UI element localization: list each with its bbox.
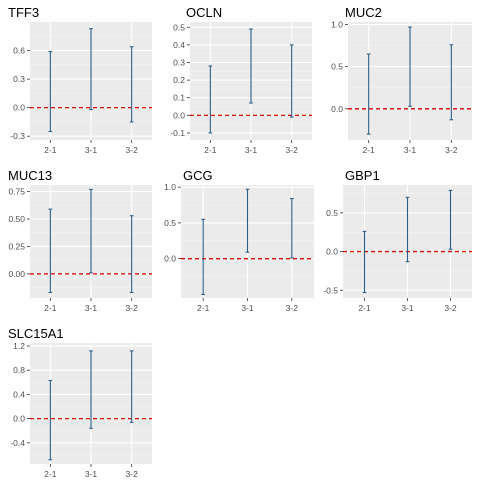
y-tick-label: 0.4 [13, 389, 25, 399]
x-tick-label: 3-1 [245, 145, 258, 155]
facet-panel: 0.00 0.25 0.50 0.75 2-1 3-1 3-2 MUC13 [8, 168, 152, 313]
y-tick-label: 0.5 [331, 62, 343, 72]
y-tick-label: -0.3 [10, 131, 25, 141]
x-tick-label: 3-1 [401, 303, 414, 313]
y-tick-label: 0.5 [326, 208, 338, 218]
y-tick-label: 1.0 [164, 182, 176, 192]
y-tick-label: 0.0 [13, 103, 25, 113]
x-tick-label: 2-1 [44, 145, 57, 155]
panel-title: SLC15A1 [8, 326, 64, 341]
y-tick-label: 0.1 [173, 93, 185, 103]
y-tick-label: 0.3 [173, 58, 185, 68]
y-tick-label: 0.5 [164, 218, 176, 228]
y-tick-label: 0.3 [13, 74, 25, 84]
panel-title: MUC2 [345, 5, 382, 20]
x-tick-label: 3-2 [126, 469, 139, 479]
y-tick-label: 0.00 [8, 269, 25, 279]
y-tick-label: 0.25 [8, 241, 25, 251]
y-tick-label: 0.0 [173, 110, 185, 120]
x-tick-label: 2-1 [204, 145, 217, 155]
x-tick-label: 3-2 [126, 145, 139, 155]
panel-title: TFF3 [8, 5, 39, 20]
x-tick-label: 2-1 [363, 145, 376, 155]
x-tick-label: 3-2 [445, 145, 458, 155]
x-tick-label: 3-1 [85, 469, 98, 479]
x-tick-label: 2-1 [358, 303, 371, 313]
x-tick-label: 2-1 [44, 469, 57, 479]
facet-panel: -0.3 0.0 0.3 0.6 2-1 3-1 3-2 TFF3 [8, 5, 152, 155]
x-tick-label: 2-1 [44, 303, 57, 313]
y-tick-label: 0.4 [173, 40, 185, 50]
x-tick-label: 3-1 [85, 303, 98, 313]
y-tick-label: 1.2 [13, 341, 25, 351]
x-tick-label: 3-1 [85, 145, 98, 155]
facet-panel: -0.5 0.0 0.5 2-1 3-1 3-2 GBP1 [323, 168, 472, 313]
x-tick-label: 2-1 [197, 303, 210, 313]
y-tick-label: 0.0 [326, 247, 338, 257]
y-tick-label: -0.5 [323, 285, 338, 295]
y-tick-label: 0.5 [173, 22, 185, 32]
y-tick-label: 0.75 [8, 187, 25, 197]
x-tick-label: 3-2 [444, 303, 457, 313]
x-tick-label: 3-1 [241, 303, 254, 313]
x-tick-label: 3-2 [126, 303, 139, 313]
y-tick-label: 0.6 [13, 46, 25, 56]
y-tick-label: 0.0 [164, 254, 176, 264]
y-tick-label: 0.50 [8, 214, 25, 224]
facet-panel: 0.0 0.5 1.0 2-1 3-1 3-2 MUC2 [331, 5, 472, 155]
y-tick-label: 0.2 [173, 75, 185, 85]
panel-title: GBP1 [345, 168, 380, 183]
facet-panel: 0.0 0.5 1.0 2-1 3-1 3-2 GCG [164, 168, 314, 313]
x-tick-label: 3-1 [404, 145, 417, 155]
facet-panel: -0.4 0.0 0.4 0.8 1.2 2-1 3-1 3-2 SLC15A1 [8, 326, 152, 479]
panel-title: MUC13 [8, 168, 52, 183]
y-tick-label: 0.0 [13, 414, 25, 424]
y-tick-label: 1.0 [331, 20, 343, 30]
facet-panel: -0.1 0.0 0.1 0.2 0.3 0.4 0.5 2-1 3-1 3-2 OCLN [170, 5, 312, 155]
y-tick-label: 0.8 [13, 365, 25, 375]
x-tick-label: 3-2 [286, 303, 299, 313]
x-tick-label: 3-2 [286, 145, 299, 155]
panel-title: GCG [183, 168, 213, 183]
y-tick-label: -0.4 [10, 438, 25, 448]
panel-title: OCLN [186, 5, 222, 20]
y-tick-label: 0.0 [331, 104, 343, 114]
y-tick-label: -0.1 [170, 128, 185, 138]
